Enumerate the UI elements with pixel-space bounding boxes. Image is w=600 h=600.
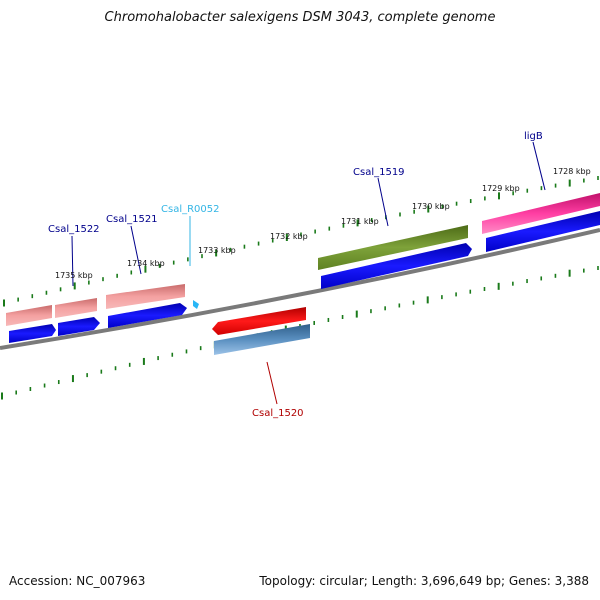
accession-text: Accession: NC_007963 — [9, 574, 146, 588]
label-leaders — [71, 141, 546, 405]
gene-label-csal-1519: Csal_1519 — [353, 167, 405, 178]
cds-2[interactable] — [58, 317, 100, 336]
forward-genes — [6, 193, 600, 326]
gene-csal-1519[interactable] — [318, 225, 468, 270]
gene-label-ligB: ligB — [524, 131, 543, 142]
gene-csal-1522-a[interactable] — [6, 305, 52, 326]
scale-label-1733: 1733 kbp — [198, 246, 236, 255]
scale-label-1730: 1730 kbp — [412, 202, 450, 211]
scale-label-1728: 1728 kbp — [553, 167, 591, 176]
outer-scale-ticks — [3, 176, 599, 307]
cds-3[interactable] — [108, 303, 187, 328]
cds-4[interactable] — [321, 243, 472, 289]
gene-labels: Csal_1522 Csal_1521 Csal_R0052 Csal_1519… — [48, 131, 543, 419]
gene-csal-1521[interactable] — [106, 284, 185, 309]
gene-label-csal-1521: Csal_1521 — [106, 214, 158, 225]
gene-label-csal-1520: Csal_1520 — [252, 408, 304, 419]
gene-csal-1520[interactable] — [212, 307, 306, 335]
cds-5[interactable] — [486, 211, 600, 252]
cds-csal-1520[interactable] — [214, 324, 310, 355]
reverse-genes — [212, 307, 310, 355]
gene-ligB[interactable] — [482, 193, 600, 234]
genome-backbone — [0, 228, 600, 350]
scale-label-1734: 1734 kbp — [127, 259, 165, 268]
genome-title: Chromohalobacter salexigens DSM 3043, co… — [104, 10, 496, 25]
gene-label-csal-r0052: Csal_R0052 — [161, 204, 220, 215]
scale-labels: 1735 kbp 1734 kbp 1733 kbp 1732 kbp 1731… — [55, 167, 591, 280]
scale-label-1732: 1732 kbp — [270, 232, 308, 241]
trna-csal-r0052[interactable] — [193, 300, 199, 309]
gene-label-csal-1522: Csal_1522 — [48, 224, 100, 235]
gene-csal-1522-b[interactable] — [55, 298, 97, 318]
scale-label-1731: 1731 kbp — [341, 217, 379, 226]
cds-1[interactable] — [9, 324, 56, 343]
scale-label-1729: 1729 kbp — [482, 184, 520, 193]
genome-summary-text: Topology: circular; Length: 3,696,649 bp… — [259, 574, 589, 588]
scale-label-1735: 1735 kbp — [55, 271, 93, 280]
forward-cds — [9, 211, 600, 343]
